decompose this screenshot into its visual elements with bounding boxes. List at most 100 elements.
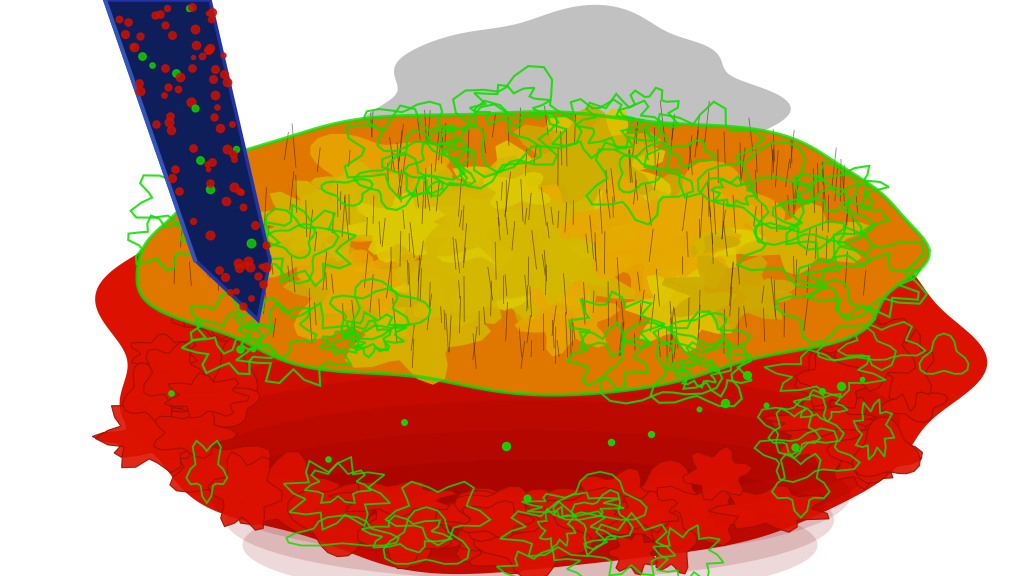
Point [170, 85, 186, 94]
Point [230, 259, 247, 268]
Point [758, 400, 774, 409]
Point [396, 418, 413, 427]
Point [232, 187, 249, 196]
Point [147, 11, 164, 20]
Polygon shape [362, 524, 461, 556]
Point [225, 155, 242, 164]
Polygon shape [559, 175, 693, 280]
Polygon shape [402, 257, 531, 324]
Point [202, 230, 218, 240]
Point [191, 155, 208, 164]
Polygon shape [171, 299, 291, 342]
Polygon shape [630, 179, 736, 258]
Polygon shape [683, 446, 753, 500]
Polygon shape [367, 509, 450, 567]
Point [200, 9, 216, 18]
Polygon shape [474, 505, 594, 576]
Polygon shape [328, 480, 458, 517]
Point [184, 52, 201, 62]
Point [207, 90, 223, 100]
Point [602, 438, 618, 447]
Point [183, 97, 200, 106]
Point [133, 51, 150, 60]
Point [163, 389, 179, 398]
Point [205, 74, 221, 84]
Point [202, 44, 218, 53]
Ellipse shape [176, 370, 884, 520]
Polygon shape [229, 217, 352, 278]
Point [234, 203, 251, 212]
Polygon shape [736, 203, 870, 275]
Polygon shape [543, 143, 672, 219]
Polygon shape [283, 257, 419, 331]
Point [255, 279, 271, 289]
Polygon shape [154, 410, 238, 458]
Polygon shape [835, 312, 915, 391]
Point [243, 262, 259, 271]
Polygon shape [631, 486, 760, 545]
Point [739, 371, 756, 380]
Polygon shape [461, 501, 535, 539]
Polygon shape [543, 209, 600, 240]
Polygon shape [662, 255, 800, 333]
Polygon shape [518, 489, 600, 529]
Polygon shape [604, 194, 742, 297]
Polygon shape [247, 188, 364, 253]
Polygon shape [739, 278, 793, 316]
Point [124, 41, 140, 51]
Point [212, 123, 228, 132]
Polygon shape [455, 486, 541, 541]
Polygon shape [770, 395, 895, 472]
Polygon shape [456, 488, 564, 555]
Point [194, 52, 210, 61]
Point [209, 103, 225, 112]
Ellipse shape [160, 341, 900, 499]
Polygon shape [425, 179, 568, 265]
Point [131, 79, 147, 88]
Point [222, 287, 239, 296]
Point [717, 399, 733, 408]
Polygon shape [212, 339, 258, 406]
Polygon shape [419, 490, 548, 534]
Point [211, 265, 227, 274]
Point [854, 375, 870, 384]
Polygon shape [852, 417, 921, 477]
Point [167, 164, 183, 173]
Polygon shape [421, 196, 473, 224]
Point [159, 3, 175, 13]
Point [231, 263, 248, 272]
Point [834, 381, 850, 391]
Point [234, 301, 251, 310]
Point [204, 7, 220, 16]
Point [231, 187, 248, 196]
Point [237, 260, 253, 269]
Point [143, 60, 160, 70]
Polygon shape [526, 488, 649, 547]
Polygon shape [507, 209, 590, 274]
Polygon shape [463, 209, 609, 310]
Point [814, 386, 830, 395]
Point [225, 150, 242, 159]
Polygon shape [453, 141, 608, 234]
Point [690, 404, 707, 413]
Point [218, 77, 234, 86]
Polygon shape [131, 334, 198, 372]
Point [184, 217, 201, 226]
Polygon shape [181, 290, 285, 339]
Point [185, 143, 202, 152]
Polygon shape [123, 362, 181, 424]
Polygon shape [418, 501, 477, 529]
Polygon shape [602, 193, 767, 284]
Point [202, 179, 218, 188]
Point [199, 159, 215, 168]
Polygon shape [270, 173, 389, 262]
Polygon shape [173, 388, 260, 427]
Point [200, 46, 216, 55]
Point [258, 262, 274, 271]
Point [147, 120, 164, 129]
Point [187, 24, 204, 33]
Polygon shape [826, 422, 923, 483]
Point [157, 63, 173, 73]
Point [203, 14, 219, 24]
Polygon shape [614, 491, 679, 533]
